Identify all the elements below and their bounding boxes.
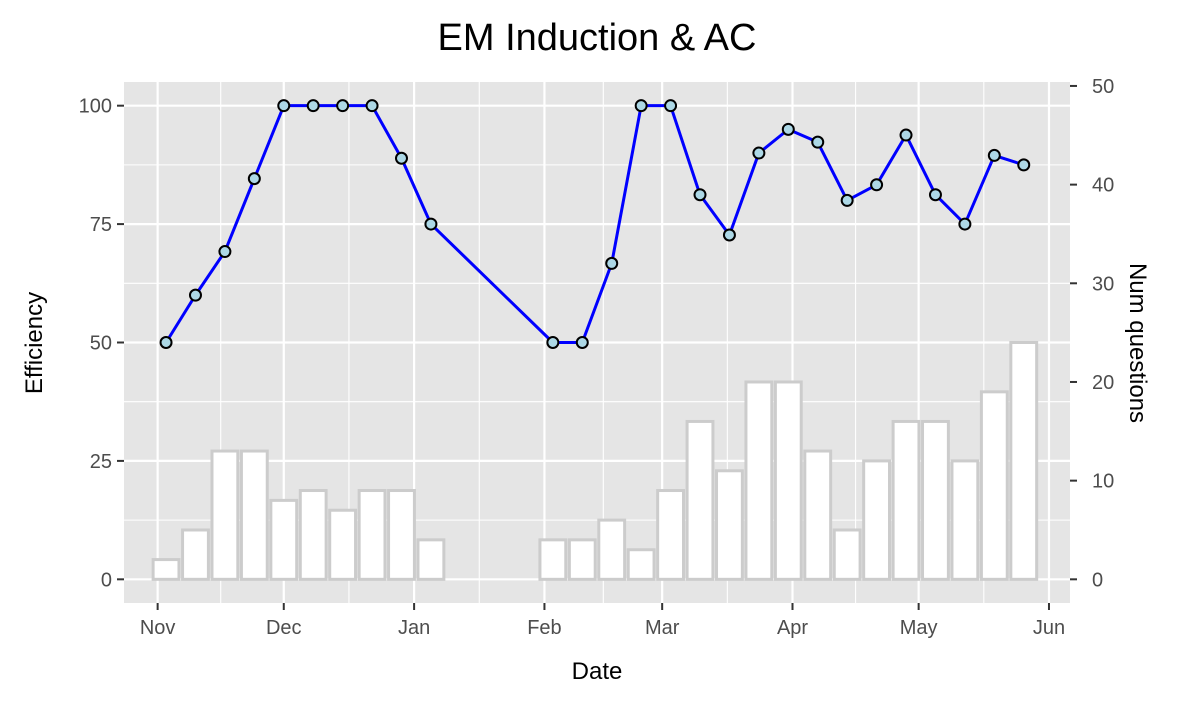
data-point: [840, 193, 854, 207]
data-point: [752, 146, 766, 160]
bar: [181, 528, 210, 581]
line-series: [159, 99, 1031, 349]
bar: [597, 518, 627, 581]
y2-tick-label: 20: [1092, 372, 1114, 394]
x-tick-label: Apr: [777, 617, 808, 639]
y-tick-label: 100: [79, 96, 112, 118]
bar: [626, 548, 656, 581]
y2-tick-label: 0: [1092, 569, 1103, 591]
data-point: [634, 99, 648, 113]
bar: [862, 459, 892, 581]
data-point: [811, 135, 825, 149]
data-point: [277, 99, 291, 113]
data-point: [1017, 158, 1031, 172]
y-tick-label: 75: [90, 214, 112, 236]
data-point: [693, 188, 707, 202]
data-point: [365, 99, 379, 113]
x-axis-title: Date: [572, 658, 623, 685]
data-point: [188, 288, 202, 302]
data-point: [722, 228, 736, 242]
bar: [832, 528, 862, 581]
y-tick-label: 50: [90, 333, 112, 355]
data-point: [870, 178, 884, 192]
bar: [773, 380, 803, 581]
bar: [1009, 341, 1039, 581]
x-tick-label: Dec: [266, 617, 302, 639]
bar: [239, 449, 269, 581]
bar: [950, 459, 980, 581]
x-tick-label: Nov: [140, 617, 176, 639]
bar: [567, 538, 597, 581]
data-point: [575, 336, 589, 349]
data-point: [987, 148, 1001, 162]
data-point: [306, 99, 320, 113]
x-tick-label: Jun: [1033, 617, 1065, 639]
data-point: [928, 188, 942, 202]
bar: [685, 419, 715, 581]
data-point: [664, 99, 678, 113]
y2-tick-label: 10: [1092, 471, 1114, 493]
bar: [715, 469, 744, 581]
bar: [210, 449, 240, 581]
data-point: [247, 172, 261, 186]
bar: [269, 498, 299, 581]
y2-tick-label: 50: [1092, 76, 1114, 98]
bar: [298, 489, 328, 581]
bar: [328, 508, 358, 581]
data-point: [899, 128, 913, 142]
data-point: [218, 245, 232, 259]
bar: [979, 390, 1009, 581]
y-tick-label: 0: [101, 569, 112, 591]
bar: [921, 419, 950, 581]
y2-tick-label: 40: [1092, 175, 1114, 197]
bar: [357, 489, 387, 581]
data-point: [958, 217, 972, 231]
bar-series: [151, 341, 1039, 581]
x-tick-label: Mar: [645, 617, 680, 639]
y-axis-title: Efficiency: [21, 292, 48, 394]
y2-axis-title: Num questions: [1124, 263, 1151, 423]
data-point: [159, 336, 173, 349]
bar: [387, 489, 416, 581]
data-point: [424, 217, 438, 231]
bar: [538, 538, 568, 581]
chart-title: EM Induction & AC: [438, 17, 757, 59]
data-point: [546, 336, 560, 349]
x-tick-label: May: [900, 617, 938, 639]
data-point: [394, 151, 408, 165]
y2-tick-label: 30: [1092, 273, 1114, 295]
x-tick-label: Jan: [398, 617, 430, 639]
y-tick-label: 25: [90, 451, 112, 473]
bar: [151, 558, 181, 581]
data-point: [605, 256, 619, 270]
bar: [416, 538, 446, 581]
bar: [803, 449, 833, 581]
bar: [744, 380, 774, 581]
bar: [891, 419, 921, 581]
x-tick-label: Feb: [527, 617, 561, 639]
data-point: [336, 99, 350, 113]
axes: Nov Dec Jan Feb Mar Apr May Jun 0 25 50 75 100 0 10 20 3…: [79, 76, 1115, 639]
data-point: [781, 122, 795, 136]
bar: [656, 489, 685, 581]
